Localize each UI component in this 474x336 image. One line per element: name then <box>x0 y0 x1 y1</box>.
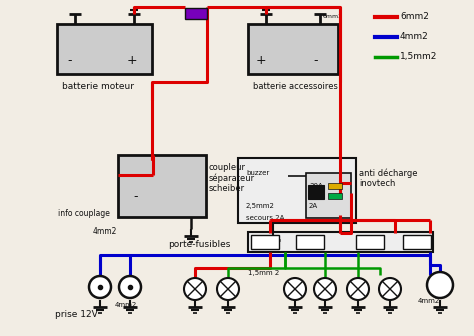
Bar <box>328 193 342 199</box>
Text: 4mm2: 4mm2 <box>400 32 429 41</box>
Circle shape <box>184 278 206 300</box>
Circle shape <box>314 278 336 300</box>
Circle shape <box>89 276 111 298</box>
Text: batterie accessoires: batterie accessoires <box>253 82 338 91</box>
Text: buzzer: buzzer <box>246 170 269 176</box>
Text: 15A: 15A <box>258 237 272 243</box>
Text: prise 12V: prise 12V <box>55 310 98 319</box>
Circle shape <box>217 278 239 300</box>
Text: M: M <box>435 284 446 294</box>
Text: coupleur
séparateur
scheiber: coupleur séparateur scheiber <box>209 163 255 194</box>
Bar <box>356 235 384 249</box>
Circle shape <box>379 278 401 300</box>
Text: 4mm2: 4mm2 <box>115 302 137 308</box>
Text: 4mm2: 4mm2 <box>93 227 118 236</box>
Text: 2A: 2A <box>309 203 318 209</box>
Text: 10A: 10A <box>303 237 317 243</box>
Text: info couplage: info couplage <box>58 209 110 218</box>
Circle shape <box>427 272 453 298</box>
Text: 6mm2: 6mm2 <box>400 12 429 21</box>
Bar <box>296 235 324 249</box>
Circle shape <box>347 278 369 300</box>
Bar <box>328 183 342 189</box>
Text: 4mm2: 4mm2 <box>418 298 440 304</box>
Text: 15A: 15A <box>363 237 377 243</box>
Circle shape <box>284 278 306 300</box>
Bar <box>251 235 279 249</box>
Text: 2,5mm2: 2,5mm2 <box>246 203 275 209</box>
Text: -: - <box>67 54 72 67</box>
Text: 50A: 50A <box>190 9 202 14</box>
Text: 1,5mm2: 1,5mm2 <box>400 52 438 61</box>
Bar <box>306 173 351 218</box>
Bar <box>185 8 207 19</box>
Text: -: - <box>133 190 137 203</box>
Text: anti décharge
inovtech: anti décharge inovtech <box>359 168 418 188</box>
Text: 30A: 30A <box>309 183 323 189</box>
Bar <box>57 24 152 74</box>
Text: +: + <box>256 54 266 67</box>
Bar <box>248 24 338 74</box>
Bar <box>403 235 431 249</box>
Text: batterie moteur: batterie moteur <box>62 82 134 91</box>
Text: 1,5mm 2: 1,5mm 2 <box>248 270 279 276</box>
Bar <box>308 185 324 199</box>
Bar <box>118 155 206 217</box>
Text: 6mm2: 6mm2 <box>323 14 343 19</box>
Text: porte-fusibles: porte-fusibles <box>168 240 230 249</box>
Text: -: - <box>313 54 318 67</box>
Bar <box>238 158 356 223</box>
Circle shape <box>119 276 141 298</box>
Text: +: + <box>127 54 137 67</box>
Text: secours 2A: secours 2A <box>246 215 284 221</box>
Bar <box>248 232 433 252</box>
